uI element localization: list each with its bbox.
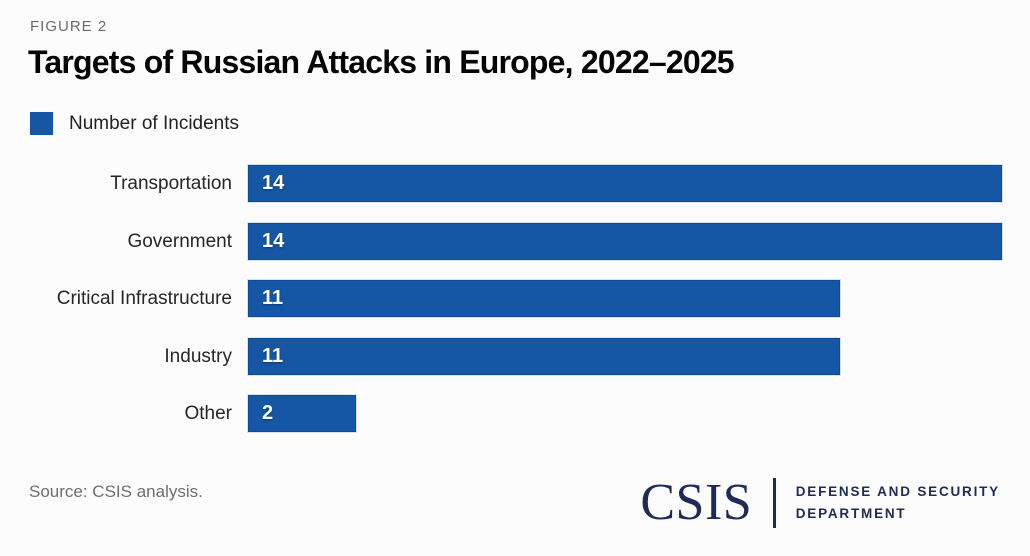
bar-industry: 11	[248, 337, 841, 375]
chart-row-other: Other 2	[30, 395, 1002, 432]
bar-transportation: 14	[248, 165, 1002, 202]
bar-other: 2	[248, 395, 356, 432]
chart-row-government: Government 14	[30, 222, 1002, 260]
category-label: Transportation	[110, 173, 232, 194]
bar-critical-infrastructure: 11	[248, 280, 841, 317]
category-label: Critical Infrastructure	[56, 288, 232, 309]
csis-wordmark: CSIS	[640, 474, 753, 531]
department-line-2: DEPARTMENT	[795, 506, 907, 521]
legend-swatch	[30, 112, 53, 135]
category-label: Government	[127, 230, 232, 252]
source-note: Source: CSIS analysis.	[29, 482, 203, 501]
bar-value-label: 11	[262, 344, 284, 367]
bar-government: 14	[248, 222, 1002, 260]
logo-divider	[773, 478, 776, 528]
chart-title: Targets of Russian Attacks in Europe, 20…	[28, 44, 735, 80]
bar-area: 11	[248, 337, 1002, 375]
legend: Number of Incidents	[30, 112, 239, 135]
bar-value-label: 14	[262, 172, 285, 194]
chart-row-critical-infrastructure: Critical Infrastructure 11	[30, 280, 1002, 317]
bar-value-label: 14	[262, 229, 285, 252]
chart-row-industry: Industry 11	[30, 337, 1002, 375]
bar-chart: Transportation 14 Government 14 Critical…	[30, 165, 1002, 432]
figure-number-label: FIGURE 2	[30, 18, 108, 35]
category-label: Industry	[164, 345, 232, 367]
department-line-1: DEFENSE AND SECURITY	[795, 484, 1000, 500]
csis-logo: CSIS DEFENSE AND SECURITY DEPARTMENT	[640, 477, 1000, 529]
bar-value-label: 11	[262, 287, 284, 309]
chart-row-transportation: Transportation 14	[30, 165, 1002, 202]
csis-department-name: DEFENSE AND SECURITY DEPARTMENT	[796, 481, 1000, 524]
bar-area: 2	[248, 395, 1002, 432]
bar-area: 11	[248, 280, 1002, 317]
bar-area: 14	[248, 165, 1002, 202]
legend-label: Number of Incidents	[69, 112, 240, 134]
bar-area: 14	[248, 222, 1002, 260]
bar-value-label: 2	[262, 402, 274, 424]
category-label: Other	[184, 403, 232, 424]
